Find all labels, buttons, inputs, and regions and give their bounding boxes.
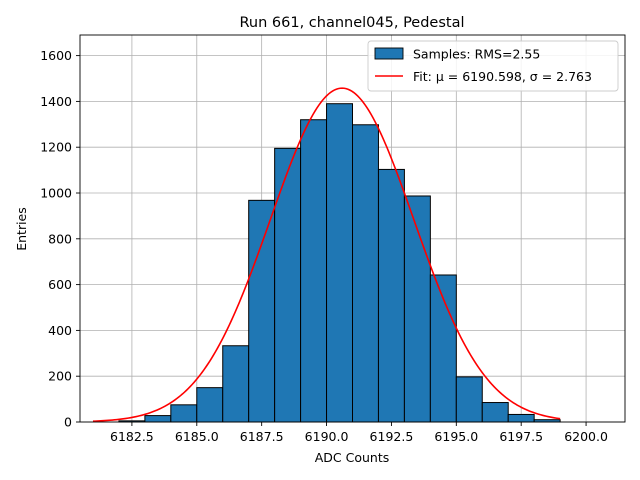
y-axis-ticks: 0 200 400 600 800 1000 1200 1400 1600: [40, 48, 80, 430]
histogram-bar: [377, 168, 405, 423]
y-tick-label: 400: [48, 323, 72, 338]
histogram-bar: [481, 402, 509, 423]
x-axis-ticks: 6182.5 6185.0 6187.5 6190.0 6192.5 6195.0 6197…: [110, 422, 608, 444]
histogram-bar: [326, 103, 353, 423]
legend-histogram-swatch: [374, 47, 404, 60]
y-tick-label: 1600: [40, 48, 72, 63]
histogram-bar: [170, 404, 198, 423]
histogram-bar: [300, 119, 328, 423]
y-axis-label: Entries: [14, 207, 29, 251]
histogram-bars: [118, 103, 561, 423]
y-tick-label: 800: [48, 231, 72, 246]
legend: Samples: RMS=2.55 Fit: μ = 6190.598, σ =…: [367, 40, 619, 92]
legend-histogram-label: Samples: RMS=2.55: [413, 47, 540, 62]
axes-frame: [79, 34, 626, 423]
x-tick-label: 6195.0: [434, 429, 478, 444]
y-tick-label: 600: [48, 277, 72, 292]
x-tick-label: 6197.5: [499, 429, 543, 444]
legend-box: [367, 40, 619, 92]
y-tick-label: 1400: [40, 94, 72, 109]
x-tick-label: 6192.5: [370, 429, 414, 444]
histogram-bar: [248, 199, 276, 423]
y-tick-label: 200: [48, 369, 72, 384]
y-tick-label: 0: [64, 415, 72, 430]
histogram-bar: [455, 376, 483, 423]
x-axis-label: ADC Counts: [315, 450, 390, 465]
x-tick-label: 6187.5: [240, 429, 284, 444]
x-tick-label: 6190.0: [305, 429, 349, 444]
x-tick-label: 6200.0: [564, 429, 608, 444]
y-tick-label: 1000: [40, 186, 72, 201]
legend-fit-label: Fit: μ = 6190.598, σ = 2.763: [413, 69, 592, 84]
x-tick-label: 6182.5: [110, 429, 154, 444]
chart-title: Run 661, channel045, Pedestal: [239, 15, 464, 31]
histogram-bar: [196, 387, 224, 423]
x-tick-label: 6185.0: [175, 429, 219, 444]
y-tick-label: 1200: [40, 140, 72, 155]
histogram-bar: [507, 413, 535, 423]
histogram-bar: [352, 124, 379, 423]
fit-curve: [92, 87, 561, 422]
histogram-bar: [222, 345, 250, 423]
histogram-bar: [144, 415, 172, 423]
histogram-bar: [274, 147, 302, 423]
